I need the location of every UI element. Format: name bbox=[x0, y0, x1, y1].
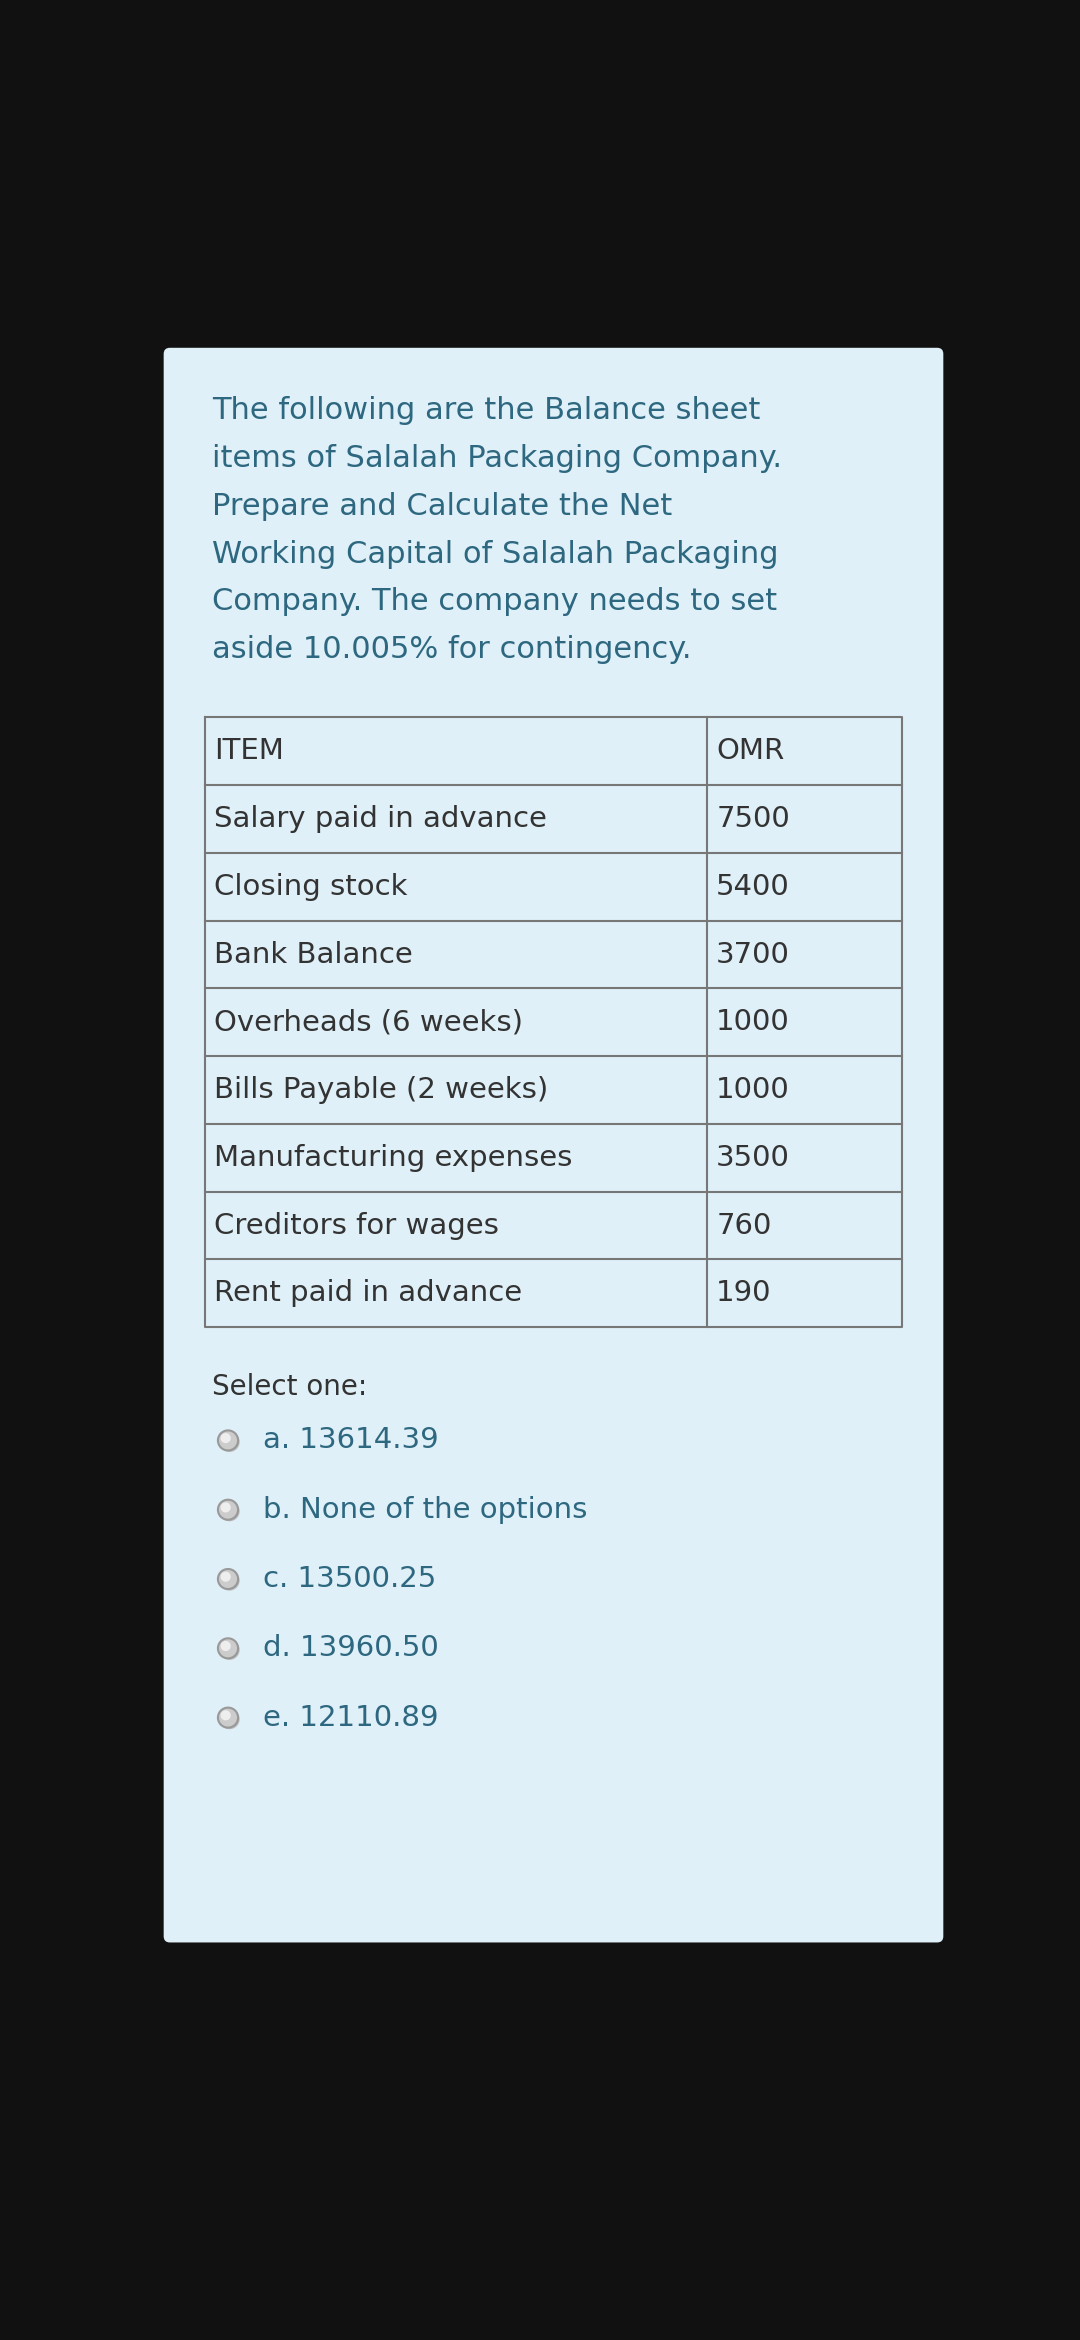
Text: Creditors for wages: Creditors for wages bbox=[214, 1212, 499, 1240]
Text: e. 12110.89: e. 12110.89 bbox=[262, 1704, 438, 1732]
Text: Salary paid in advance: Salary paid in advance bbox=[214, 805, 546, 833]
Circle shape bbox=[218, 1500, 238, 1519]
Text: items of Salalah Packaging Company.: items of Salalah Packaging Company. bbox=[213, 445, 783, 473]
Text: aside 10.005% for contingency.: aside 10.005% for contingency. bbox=[213, 634, 692, 665]
Circle shape bbox=[219, 1640, 240, 1659]
Circle shape bbox=[219, 1708, 240, 1729]
Circle shape bbox=[218, 1570, 238, 1589]
Circle shape bbox=[219, 1502, 240, 1521]
Text: 7500: 7500 bbox=[716, 805, 789, 833]
Text: a. 13614.39: a. 13614.39 bbox=[262, 1427, 438, 1455]
Circle shape bbox=[220, 1432, 231, 1444]
Text: c. 13500.25: c. 13500.25 bbox=[262, 1565, 436, 1594]
FancyBboxPatch shape bbox=[164, 349, 943, 1942]
Text: 1000: 1000 bbox=[716, 1009, 789, 1037]
Text: Closing stock: Closing stock bbox=[214, 873, 407, 901]
Text: 1000: 1000 bbox=[716, 1076, 789, 1104]
Text: d. 13960.50: d. 13960.50 bbox=[262, 1633, 438, 1661]
Circle shape bbox=[218, 1430, 238, 1451]
Text: Prepare and Calculate the Net: Prepare and Calculate the Net bbox=[213, 491, 673, 522]
Text: Rent paid in advance: Rent paid in advance bbox=[214, 1280, 522, 1308]
Text: Company. The company needs to set: Company. The company needs to set bbox=[213, 587, 778, 615]
Text: 3500: 3500 bbox=[716, 1144, 791, 1172]
Circle shape bbox=[220, 1502, 231, 1512]
Text: Bank Balance: Bank Balance bbox=[214, 941, 413, 969]
Text: ITEM: ITEM bbox=[214, 737, 284, 765]
Circle shape bbox=[220, 1711, 231, 1720]
Circle shape bbox=[219, 1432, 240, 1451]
Circle shape bbox=[220, 1640, 231, 1652]
Circle shape bbox=[218, 1638, 238, 1659]
Text: Bills Payable (2 weeks): Bills Payable (2 weeks) bbox=[214, 1076, 549, 1104]
Text: 760: 760 bbox=[716, 1212, 771, 1240]
Text: Overheads (6 weeks): Overheads (6 weeks) bbox=[214, 1009, 523, 1037]
Text: The following are the Balance sheet: The following are the Balance sheet bbox=[213, 395, 761, 426]
Text: Select one:: Select one: bbox=[213, 1374, 368, 1402]
Circle shape bbox=[218, 1708, 238, 1727]
Text: 3700: 3700 bbox=[716, 941, 791, 969]
Text: b. None of the options: b. None of the options bbox=[262, 1495, 588, 1523]
Text: OMR: OMR bbox=[716, 737, 784, 765]
Circle shape bbox=[219, 1570, 240, 1591]
Text: Manufacturing expenses: Manufacturing expenses bbox=[214, 1144, 572, 1172]
Text: Working Capital of Salalah Packaging: Working Capital of Salalah Packaging bbox=[213, 541, 779, 569]
Text: 5400: 5400 bbox=[716, 873, 789, 901]
Text: 190: 190 bbox=[716, 1280, 772, 1308]
Circle shape bbox=[220, 1572, 231, 1582]
